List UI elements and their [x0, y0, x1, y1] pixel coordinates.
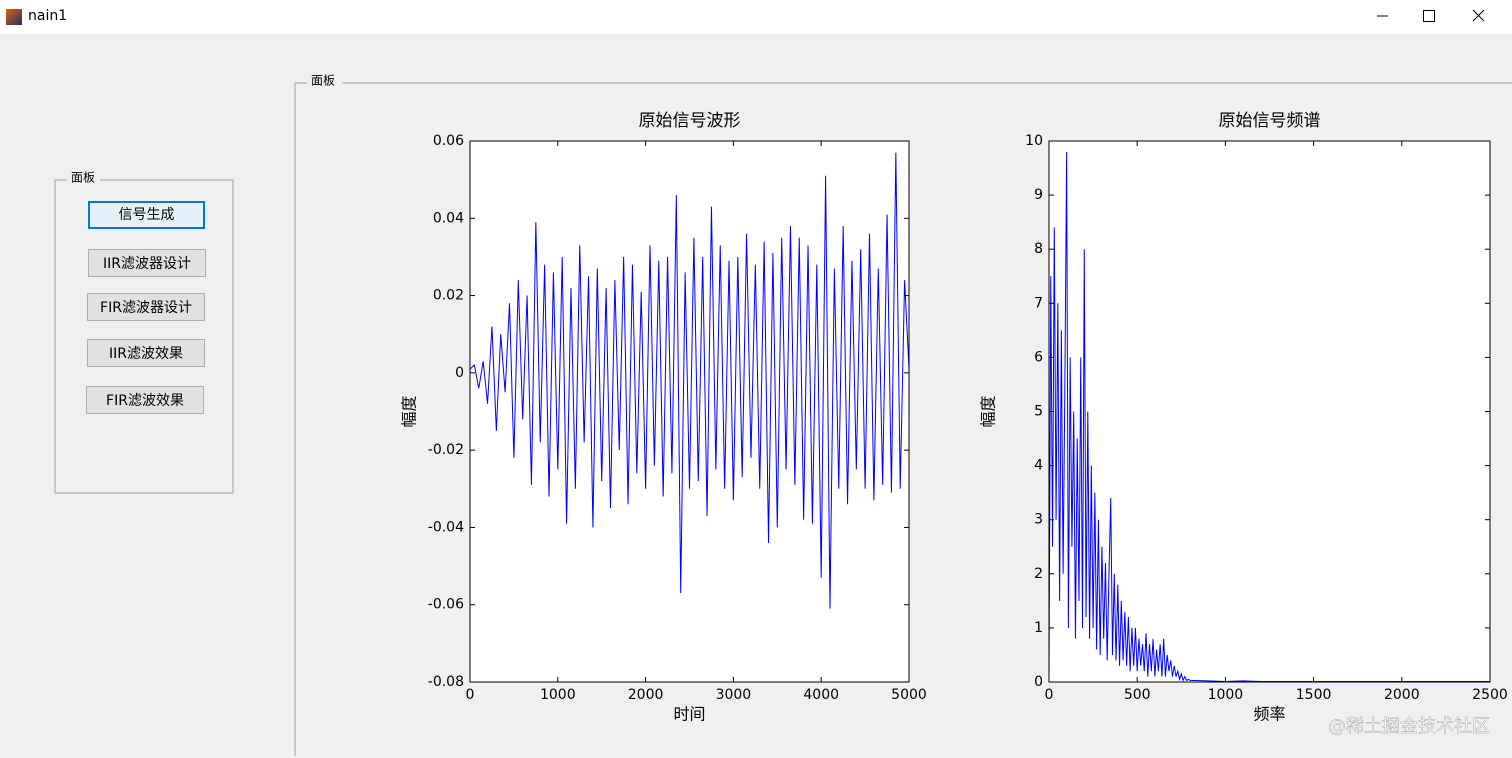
x-axis-label: 时间	[673, 705, 705, 724]
x-tick-label: 5000	[891, 687, 927, 703]
plot-area	[1049, 141, 1490, 682]
panel-label: 面板	[71, 171, 95, 185]
button[interactable]: 信号生成	[88, 201, 205, 229]
x-tick-label: 500	[1124, 687, 1151, 703]
y-tick-label: -0.06	[428, 597, 464, 613]
x-tick-label: 4000	[803, 687, 839, 703]
axes-box	[469, 140, 910, 683]
y-tick-label: 9	[1034, 187, 1043, 203]
x-tick-label: 2000	[1384, 687, 1420, 703]
x-tick-label: 0	[466, 687, 475, 703]
y-tick-label: -0.08	[428, 674, 464, 690]
data-line	[469, 152, 910, 609]
y-axis-label: 幅度	[400, 395, 419, 427]
y-tick-label: 0	[455, 365, 464, 381]
button[interactable]: IIR滤波效果	[87, 339, 205, 367]
data-line	[1048, 151, 1490, 682]
chart-title: 原始信号波形	[639, 111, 741, 131]
button[interactable]: FIR滤波器设计	[87, 293, 205, 321]
app-icon	[6, 9, 22, 25]
button[interactable]: FIR滤波效果	[86, 386, 204, 414]
title-bar: nain1	[0, 0, 1512, 34]
y-tick-label: 0.02	[433, 288, 464, 304]
y-tick-label: 8	[1034, 241, 1043, 257]
maximize-button[interactable]	[1406, 0, 1452, 34]
x-axis-label: 频率	[1253, 705, 1285, 724]
x-tick-label: 1000	[1208, 687, 1244, 703]
y-tick-label: 4	[1034, 458, 1043, 474]
x-tick-label: 1000	[540, 687, 576, 703]
window-title: nain1	[28, 8, 68, 24]
panel-border	[54, 179, 234, 494]
y-tick-label: 10	[1025, 133, 1043, 149]
y-tick-label: 0.04	[433, 210, 464, 226]
panel-label: 面板	[311, 74, 335, 88]
x-tick-label: 0	[1045, 687, 1054, 703]
x-tick-label: 1500	[1296, 687, 1332, 703]
y-tick-label: 5	[1034, 404, 1043, 420]
y-tick-label: 2	[1034, 566, 1043, 582]
y-tick-label: 7	[1034, 295, 1043, 311]
x-tick-label: 2000	[628, 687, 664, 703]
x-tick-label: 2500	[1472, 687, 1508, 703]
y-tick-label: 0	[1034, 674, 1043, 690]
y-tick-label: 6	[1034, 349, 1043, 365]
y-tick-label: 1	[1034, 620, 1043, 636]
panel-border	[294, 82, 1512, 756]
plot-area	[470, 141, 909, 682]
y-axis-label: 幅度	[979, 395, 998, 427]
watermark: @稀土掘金技术社区	[1328, 716, 1490, 737]
close-button[interactable]	[1455, 0, 1501, 34]
y-tick-label: -0.04	[428, 519, 464, 535]
x-tick-label: 3000	[716, 687, 752, 703]
minimize-button[interactable]	[1360, 0, 1406, 34]
y-tick-label: -0.02	[428, 442, 464, 458]
button[interactable]: IIR滤波器设计	[88, 249, 206, 277]
chart-title: 原始信号频谱	[1219, 111, 1321, 131]
y-tick-label: 3	[1034, 512, 1043, 528]
y-tick-label: 0.06	[433, 133, 464, 149]
